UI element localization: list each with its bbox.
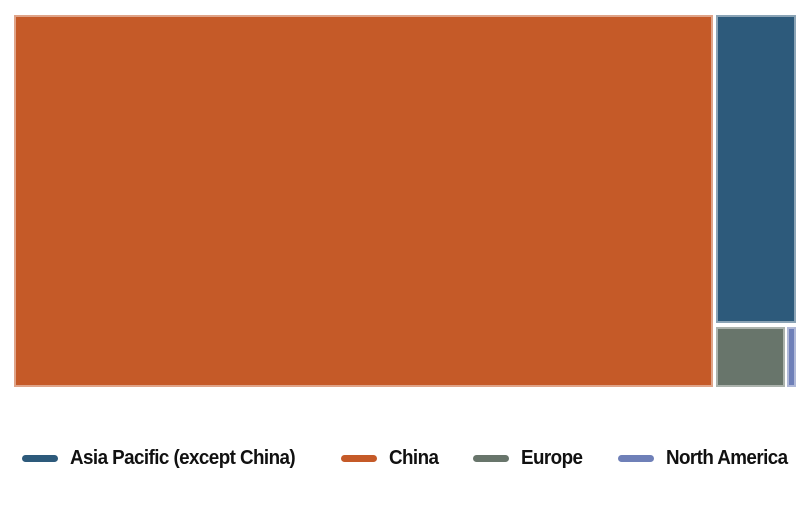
legend-label-europe: Europe [520,446,583,469]
treemap-cell-asia-pacific-except-china[interactable] [716,15,796,323]
chart-legend: Asia Pacific (except China) China Europe… [22,443,795,473]
legend-item-asia-pacific[interactable]: Asia Pacific (except China) [22,447,309,470]
legend-swatch-europe-icon [472,454,509,462]
legend-swatch-china-icon [340,454,377,462]
legend-label-asia-pacific: Asia Pacific (except China) [70,446,296,469]
treemap-cell-china[interactable] [14,15,713,387]
treemap-cell-europe[interactable] [716,327,785,387]
legend-swatch-asia-pacific-icon [22,454,58,462]
legend-swatch-north-america-icon [617,454,654,462]
legend-label-china: China [388,446,439,469]
treemap-cell-north-america[interactable] [787,327,796,387]
legend-item-europe[interactable]: Europe [472,446,586,470]
legend-label-north-america: North America [665,446,788,469]
treemap-plot-area [14,15,796,387]
legend-item-china[interactable]: China [340,446,442,470]
legend-item-north-america[interactable]: North America [617,446,795,470]
